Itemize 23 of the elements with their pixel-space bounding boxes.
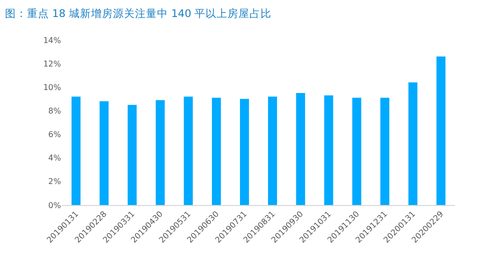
bar <box>408 82 418 205</box>
bar <box>156 100 165 205</box>
bar <box>380 98 390 205</box>
y-tick-label: 4% <box>48 154 62 163</box>
bar <box>324 95 334 205</box>
bar <box>72 96 81 205</box>
bar <box>184 96 193 205</box>
bar <box>296 93 306 205</box>
bar <box>352 98 362 205</box>
y-tick-label: 2% <box>48 177 62 186</box>
bar <box>100 101 109 205</box>
chart-title: 图：重点 18 城新增房源关注量中 140 平以上房屋占比 <box>4 6 272 20</box>
bar <box>212 98 221 205</box>
y-tick-label: 8% <box>48 106 62 116</box>
bar <box>436 56 446 205</box>
y-tick-label: 6% <box>48 130 62 140</box>
bar <box>128 104 137 205</box>
y-tick-label: 10% <box>43 82 62 92</box>
y-tick-label: 12% <box>43 59 62 68</box>
bar <box>240 98 249 205</box>
y-tick-label: 0% <box>48 200 62 210</box>
bar <box>268 96 278 205</box>
y-tick-label: 14% <box>43 36 62 45</box>
